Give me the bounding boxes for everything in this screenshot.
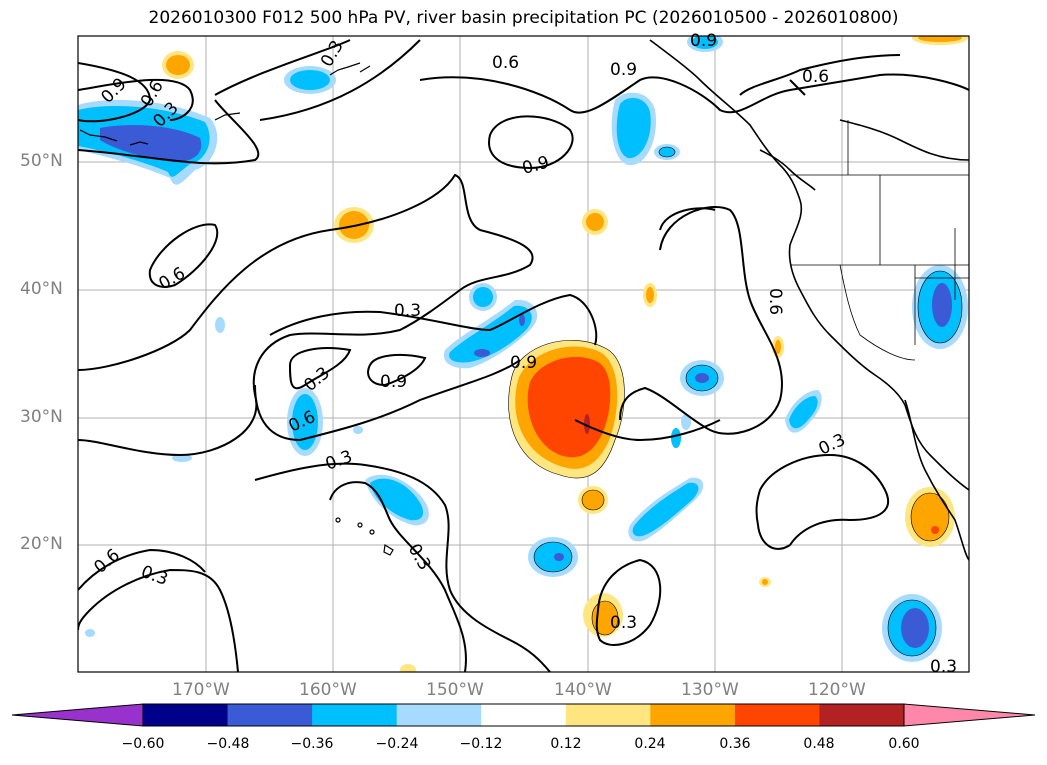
contour-label: 0.6 bbox=[802, 67, 829, 87]
lat-label: 40°N bbox=[20, 279, 63, 299]
state-borders bbox=[790, 120, 969, 361]
contour-label: 0.9 bbox=[380, 372, 407, 392]
lon-label: 130°W bbox=[681, 680, 739, 700]
lon-label: 140°W bbox=[554, 680, 612, 700]
contour-labels: 0.3 0.6 0.9 0.6 0.9 0.6 0.3 0.6 0.3 0.9 … bbox=[90, 31, 957, 677]
colorbar-tick-label: 0.12 bbox=[550, 736, 582, 752]
colorbar-tick-label: −0.12 bbox=[459, 736, 503, 752]
contour-label: 0.3 bbox=[323, 447, 355, 475]
colorbar-frame bbox=[142, 703, 905, 727]
contour-label: 0.6 bbox=[492, 53, 519, 73]
colorbar bbox=[11, 703, 1036, 727]
colorbar-cell bbox=[734, 704, 820, 726]
contour-label: 0.3 bbox=[138, 562, 170, 590]
contour-label: 0.3 bbox=[930, 657, 957, 677]
contour-label: 0.3 bbox=[610, 613, 637, 633]
colorbar-cell bbox=[312, 704, 398, 726]
pv-contours bbox=[78, 39, 969, 672]
colorbar-tick-label: −0.24 bbox=[375, 736, 419, 752]
lat-label: 50°N bbox=[20, 151, 63, 171]
colorbar-tick-label: 0.24 bbox=[634, 736, 666, 752]
colorbar-cell bbox=[396, 704, 482, 726]
colorbar-cell bbox=[819, 704, 905, 726]
colorbar-tick-label: 0.60 bbox=[888, 736, 920, 752]
lon-label: 120°W bbox=[808, 680, 866, 700]
colorbar-tick-label: −0.60 bbox=[121, 736, 165, 752]
coastlines bbox=[649, 39, 969, 561]
colorbar-extend-low bbox=[11, 703, 144, 727]
contour-label: 0.9 bbox=[610, 60, 637, 80]
contour-label: 0.9 bbox=[520, 153, 551, 179]
colorbar-tick-label: −0.36 bbox=[290, 736, 334, 752]
contour-label: 0.9 bbox=[690, 31, 717, 51]
islands bbox=[79, 62, 394, 556]
contour-label: 0.3 bbox=[394, 301, 421, 321]
colorbar-tick-label: −0.48 bbox=[206, 736, 250, 752]
contour-label: 0.6 bbox=[765, 288, 785, 315]
colorbar-cell bbox=[227, 704, 313, 726]
map-frame bbox=[77, 35, 970, 673]
lon-label: 170°W bbox=[172, 680, 230, 700]
map-area bbox=[78, 36, 969, 672]
lat-label: 20°N bbox=[20, 534, 63, 554]
contour-label: 0.3 bbox=[404, 541, 435, 574]
lon-label: 160°W bbox=[299, 680, 357, 700]
colorbar-tick-label: 0.48 bbox=[803, 736, 835, 752]
contour-label: 0.9 bbox=[510, 353, 537, 373]
lon-label: 150°W bbox=[426, 680, 484, 700]
colorbar-tick-label: 0.36 bbox=[719, 736, 751, 752]
colorbar-extend-high bbox=[903, 703, 1036, 727]
colorbar-cell bbox=[481, 704, 567, 726]
map-title: 2026010300 F012 500 hPa PV, river basin … bbox=[148, 8, 899, 28]
graticule bbox=[78, 36, 969, 672]
colorbar-cell bbox=[565, 704, 651, 726]
colorbar-cell bbox=[650, 704, 736, 726]
precip-shading bbox=[78, 36, 968, 672]
colorbar-cell bbox=[143, 704, 229, 726]
lat-label: 30°N bbox=[20, 407, 63, 427]
shading-outlines bbox=[508, 146, 963, 657]
